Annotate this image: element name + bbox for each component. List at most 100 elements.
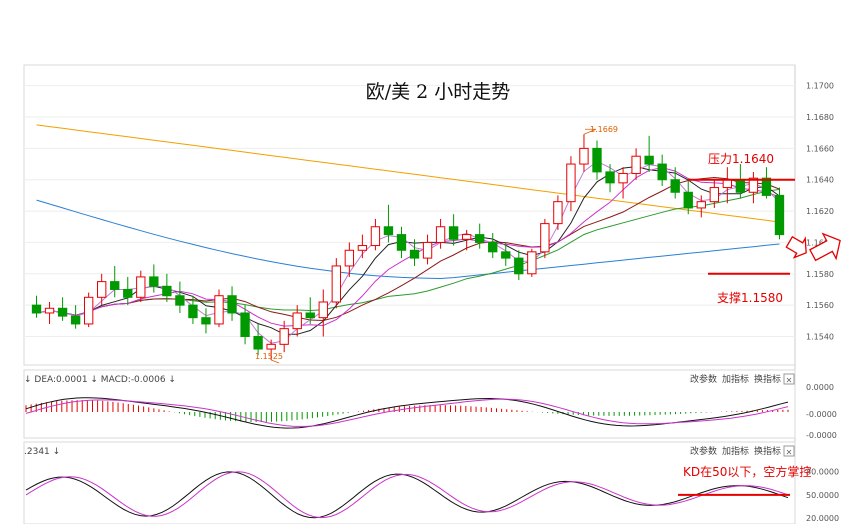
kd-change-params-button[interactable]: 改参数 <box>690 445 717 457</box>
candle-body <box>292 312 302 330</box>
candle-body <box>227 295 237 314</box>
chart-title: 欧/美 2 小时走势 <box>366 81 511 103</box>
candle-body <box>722 179 733 189</box>
macd-close-button[interactable] <box>783 373 795 385</box>
candle-body <box>553 201 563 225</box>
candle-body <box>57 307 68 317</box>
candle-body <box>566 163 576 203</box>
candle-body <box>110 281 120 290</box>
low-marker-line <box>270 359 280 364</box>
kd-tick-label: 20.0000 <box>806 514 839 523</box>
macd-tick-label: 0.0000 <box>806 383 834 392</box>
candle-body <box>201 317 211 325</box>
candle-body <box>448 226 459 240</box>
candle-body <box>70 315 81 325</box>
candle-body <box>709 187 719 203</box>
macd-switch-indicator-button[interactable]: 换指标 <box>754 373 781 385</box>
candle-body <box>188 304 198 319</box>
candle-body <box>618 172 628 184</box>
candle-body <box>305 312 315 319</box>
candle-body <box>475 234 485 243</box>
candle-body <box>435 226 446 243</box>
candle-body <box>344 249 355 267</box>
candle-body <box>279 328 289 345</box>
candle-body <box>240 312 250 337</box>
candle-body <box>592 147 602 173</box>
candle-body <box>696 201 706 209</box>
candle-body <box>761 177 772 196</box>
price-tick-label: 1.1660 <box>806 144 834 153</box>
candle-body <box>605 171 615 184</box>
candle-body <box>31 304 42 314</box>
candle-body <box>735 179 746 193</box>
candle-body <box>422 241 433 259</box>
candle-body <box>175 295 185 306</box>
candle-body <box>266 343 276 350</box>
candle-body <box>670 179 680 193</box>
ma-magenta-line <box>36 167 780 327</box>
candle-body <box>488 241 498 253</box>
candle-body <box>527 251 537 275</box>
kd-header: .2341 ↓ <box>24 447 60 457</box>
kd-close-icon: ✕ <box>786 448 793 457</box>
macd-dif-line <box>25 397 789 429</box>
macd-dea-line <box>25 398 789 427</box>
candle-body <box>748 177 759 193</box>
candle-body <box>44 307 55 314</box>
candle-body <box>579 147 589 165</box>
ma-blue-line <box>36 199 780 280</box>
candle-body <box>318 301 328 319</box>
kd-tick-label: 50.0000 <box>806 491 839 500</box>
macd-tick-label: -0.0000 <box>806 410 837 419</box>
macd-close-icon: ✕ <box>786 376 793 385</box>
macd-tick-label: -0.0000 <box>806 431 837 440</box>
price-tick-label: 1.1580 <box>806 270 834 279</box>
support-label: 支撑1.1580 <box>717 290 783 305</box>
candle-body <box>253 335 263 350</box>
price-tick-label: 1.1560 <box>806 301 834 310</box>
down-arrow-icon <box>785 235 807 259</box>
macd-add-indicator-button[interactable]: 加指标 <box>722 373 749 385</box>
resistance-label: 压力1.1640 <box>708 152 774 166</box>
candle-body <box>514 257 524 275</box>
price-tick-label: 1.1680 <box>806 113 834 122</box>
candle-body <box>370 226 381 247</box>
candle-body <box>357 245 368 251</box>
kd-switch-indicator-button[interactable]: 换指标 <box>754 445 781 457</box>
candle-body <box>683 191 693 209</box>
price-tick-label: 1.1600 <box>806 238 834 247</box>
candle-body <box>162 285 172 297</box>
candle-body <box>331 265 341 303</box>
ma-darkred-line <box>36 176 780 322</box>
high-marker-line <box>583 128 597 135</box>
price-tick-label: 1.1540 <box>806 332 834 341</box>
low-label: 1.1525 <box>255 352 283 361</box>
kd-add-indicator-button[interactable]: 加指标 <box>722 445 749 457</box>
candle-body <box>83 296 94 325</box>
candle-body <box>657 163 667 181</box>
price-tick-label: 1.1640 <box>806 176 834 185</box>
candle-body <box>461 234 472 240</box>
ma-orange-line <box>36 124 780 223</box>
candle-body <box>214 295 224 325</box>
candle-body <box>383 226 394 236</box>
candle-body <box>644 155 654 165</box>
candle-body <box>540 223 550 253</box>
macd-change-params-button[interactable]: 改参数 <box>690 373 717 385</box>
kd-annotation: KD在50以下，空方掌控 <box>683 464 811 479</box>
kd-d-line <box>25 471 789 519</box>
kd-tick-label: 80.0000 <box>806 468 839 477</box>
candle-body <box>774 194 785 236</box>
candle-body <box>97 281 107 298</box>
candle-body <box>136 276 146 298</box>
right-arrow-icon <box>809 232 841 262</box>
ma-violet-line <box>36 160 780 344</box>
kd-close-button[interactable] <box>783 445 795 457</box>
kd-panel <box>23 441 796 524</box>
price-tick-label: 1.1620 <box>806 207 834 216</box>
price-tick-label: 1.1700 <box>806 82 834 91</box>
candle-body <box>123 288 133 298</box>
macd-panel <box>23 369 796 439</box>
macd-header: ↓ DEA:0.0001 ↓ MACD:-0.0006 ↓ <box>24 375 176 385</box>
